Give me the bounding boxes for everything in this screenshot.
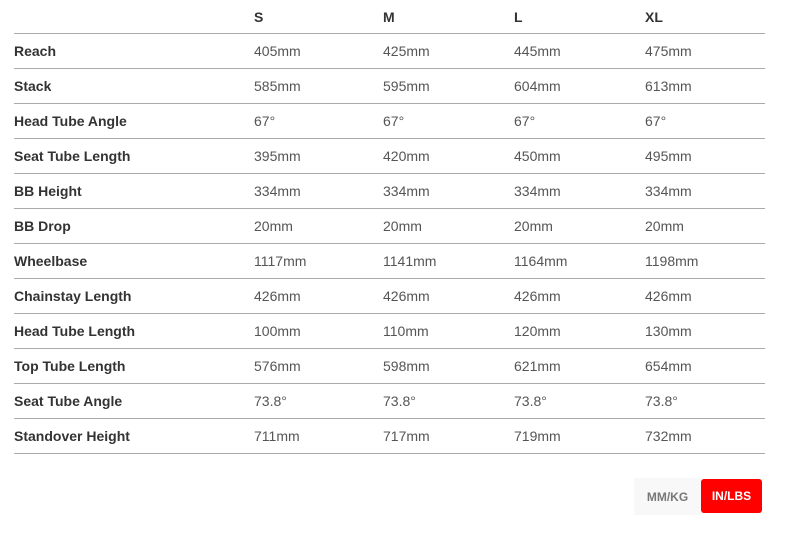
size-header: XL — [645, 0, 765, 34]
table-row: Stack 585mm 595mm 604mm 613mm — [14, 68, 765, 104]
cell-value: 1117mm — [254, 243, 383, 279]
cell-value: 405mm — [254, 33, 383, 69]
cell-value: 1198mm — [645, 243, 765, 279]
table-row: BB Drop 20mm 20mm 20mm 20mm — [14, 208, 765, 244]
cell-value: 130mm — [645, 313, 765, 349]
row-label: Head Tube Angle — [14, 103, 254, 139]
row-label: BB Height — [14, 173, 254, 209]
size-header: L — [514, 0, 645, 34]
cell-value: 598mm — [383, 348, 514, 384]
cell-value: 67° — [254, 103, 383, 139]
cell-value: 604mm — [514, 68, 645, 104]
table-row: Seat Tube Angle 73.8° 73.8° 73.8° 73.8° — [14, 383, 765, 419]
table-row: BB Height 334mm 334mm 334mm 334mm — [14, 173, 765, 209]
cell-value: 585mm — [254, 68, 383, 104]
cell-value: 711mm — [254, 418, 383, 454]
cell-value: 426mm — [383, 278, 514, 314]
cell-value: 20mm — [514, 208, 645, 244]
mm-kg-button[interactable]: MM/KG — [634, 478, 701, 515]
cell-value: 420mm — [383, 138, 514, 174]
row-label: Seat Tube Angle — [14, 383, 254, 419]
cell-value: 334mm — [645, 173, 765, 209]
row-label: Standover Height — [14, 418, 254, 454]
cell-value: 334mm — [514, 173, 645, 209]
cell-value: 73.8° — [514, 383, 645, 419]
header-row: S M L XL — [14, 0, 765, 34]
cell-value: 426mm — [645, 278, 765, 314]
row-label: Wheelbase — [14, 243, 254, 279]
size-header: M — [383, 0, 514, 34]
cell-value: 73.8° — [383, 383, 514, 419]
cell-value: 654mm — [645, 348, 765, 384]
table-row: Wheelbase 1117mm 1141mm 1164mm 1198mm — [14, 243, 765, 279]
cell-value: 621mm — [514, 348, 645, 384]
table-row: Head Tube Angle 67° 67° 67° 67° — [14, 103, 765, 139]
cell-value: 445mm — [514, 33, 645, 69]
row-label: Seat Tube Length — [14, 138, 254, 174]
header-blank — [14, 0, 254, 34]
cell-value: 334mm — [254, 173, 383, 209]
cell-value: 1141mm — [383, 243, 514, 279]
table-row: Chainstay Length 426mm 426mm 426mm 426mm — [14, 278, 765, 314]
cell-value: 20mm — [383, 208, 514, 244]
geometry-table: S M L XL Reach 405mm 425mm 445mm 475mm Stack 585m… — [14, 0, 765, 454]
table-row: Standover Height 711mm 717mm 719mm 732mm — [14, 418, 765, 454]
row-label: Top Tube Length — [14, 348, 254, 384]
in-lbs-button[interactable]: IN/LBS — [701, 479, 762, 513]
cell-value: 67° — [645, 103, 765, 139]
cell-value: 67° — [514, 103, 645, 139]
table-row: Top Tube Length 576mm 598mm 621mm 654mm — [14, 348, 765, 384]
cell-value: 426mm — [514, 278, 645, 314]
cell-value: 334mm — [383, 173, 514, 209]
cell-value: 732mm — [645, 418, 765, 454]
cell-value: 717mm — [383, 418, 514, 454]
row-label: Reach — [14, 33, 254, 69]
cell-value: 73.8° — [645, 383, 765, 419]
table-row: Head Tube Length 100mm 110mm 120mm 130mm — [14, 313, 765, 349]
cell-value: 719mm — [514, 418, 645, 454]
cell-value: 495mm — [645, 138, 765, 174]
cell-value: 613mm — [645, 68, 765, 104]
cell-value: 120mm — [514, 313, 645, 349]
row-label: Stack — [14, 68, 254, 104]
cell-value: 595mm — [383, 68, 514, 104]
size-header: S — [254, 0, 383, 34]
table-row: Seat Tube Length 395mm 420mm 450mm 495mm — [14, 138, 765, 174]
cell-value: 73.8° — [254, 383, 383, 419]
cell-value: 110mm — [383, 313, 514, 349]
cell-value: 425mm — [383, 33, 514, 69]
cell-value: 20mm — [645, 208, 765, 244]
cell-value: 426mm — [254, 278, 383, 314]
cell-value: 395mm — [254, 138, 383, 174]
cell-value: 576mm — [254, 348, 383, 384]
cell-value: 1164mm — [514, 243, 645, 279]
row-label: BB Drop — [14, 208, 254, 244]
cell-value: 450mm — [514, 138, 645, 174]
row-label: Head Tube Length — [14, 313, 254, 349]
table-row: Reach 405mm 425mm 445mm 475mm — [14, 33, 765, 69]
cell-value: 475mm — [645, 33, 765, 69]
row-label: Chainstay Length — [14, 278, 254, 314]
cell-value: 20mm — [254, 208, 383, 244]
unit-toggle: MM/KG IN/LBS — [634, 478, 762, 515]
cell-value: 67° — [383, 103, 514, 139]
cell-value: 100mm — [254, 313, 383, 349]
